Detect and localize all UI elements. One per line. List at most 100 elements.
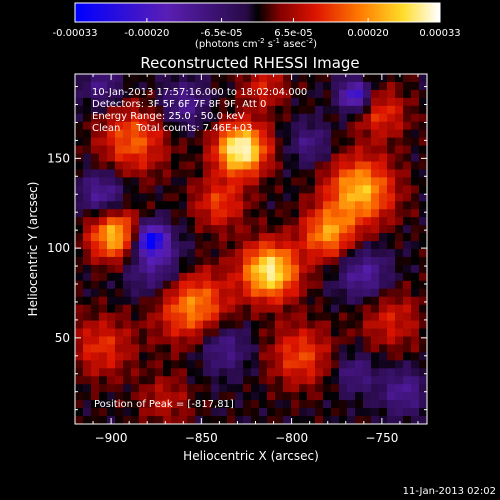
heatmap-cell — [291, 392, 300, 401]
heatmap-cell — [379, 392, 388, 401]
heatmap-cell — [235, 296, 244, 306]
heatmap-cell — [291, 193, 300, 202]
heatmap-cell — [195, 217, 204, 226]
heatmap-cell — [259, 272, 268, 282]
heatmap-cell — [195, 241, 204, 250]
colorbar-cell — [407, 3, 411, 22]
heatmap-cell — [387, 89, 396, 99]
colorbar-cell — [237, 3, 241, 22]
colorbar-cell — [275, 3, 278, 22]
heatmap-cell — [83, 408, 92, 417]
heatmap-cell — [83, 105, 92, 115]
heatmap-cell — [75, 169, 84, 178]
heatmap-cell — [363, 296, 372, 306]
heatmap-cell — [99, 272, 108, 282]
heatmap-cell — [363, 201, 372, 210]
heatmap-cell — [123, 89, 132, 99]
heatmap-cell — [347, 288, 356, 298]
heatmap-cell — [155, 241, 164, 250]
heatmap-cell — [235, 137, 244, 147]
heatmap-cell — [259, 209, 268, 218]
heatmap-cell — [219, 193, 228, 202]
heatmap-cell — [195, 153, 204, 162]
heatmap-cell — [171, 320, 180, 330]
heatmap-cell — [203, 241, 212, 250]
heatmap-cell — [339, 201, 348, 210]
heatmap-cell — [171, 145, 180, 155]
heatmap-cell — [171, 249, 180, 258]
heatmap-cell — [299, 344, 308, 353]
heatmap-cell — [299, 121, 308, 131]
heatmap-cell — [315, 264, 324, 274]
heatmap-cell — [371, 392, 380, 401]
heatmap-cell — [371, 249, 380, 258]
heatmap-cell — [275, 113, 284, 123]
heatmap-cell — [379, 249, 388, 258]
heatmap-cell — [163, 89, 172, 99]
heatmap-cell — [299, 256, 308, 266]
heatmap-cell — [187, 81, 196, 91]
heatmap-cell — [315, 376, 324, 385]
heatmap-cell — [147, 272, 156, 282]
heatmap-cell — [139, 360, 148, 369]
heatmap-cell — [331, 233, 340, 242]
colorbar-cell — [260, 3, 263, 22]
heatmap-cell — [419, 225, 427, 234]
heatmap-cell — [227, 209, 236, 218]
heatmap-cell — [155, 288, 164, 298]
heatmap-cell — [155, 304, 164, 314]
heatmap-cell — [235, 201, 244, 210]
heatmap-cell — [379, 296, 388, 306]
colorbar-cell — [327, 3, 331, 22]
heatmap-cell — [323, 392, 332, 401]
colorbar-cell — [120, 3, 123, 22]
heatmap-cell — [291, 129, 300, 139]
heatmap-cell — [251, 81, 260, 91]
colorbar-cell — [372, 3, 376, 22]
heatmap-cell — [235, 408, 244, 417]
heatmap-cell — [131, 217, 140, 226]
heatmap-cell — [363, 217, 372, 226]
heatmap-cell — [387, 185, 396, 194]
heatmap-cell — [155, 416, 164, 424]
heatmap-cell — [283, 121, 292, 131]
heatmap-cell — [123, 416, 132, 424]
heatmap-cell — [347, 193, 356, 202]
colorbar-cell — [312, 3, 316, 22]
heatmap-cell — [163, 225, 172, 234]
heatmap-cell — [123, 408, 132, 417]
heatmap-cell — [275, 193, 284, 202]
heatmap-cell — [243, 169, 252, 178]
heatmap-cell — [275, 97, 284, 107]
heatmap-cell — [395, 264, 404, 274]
heatmap-cell — [291, 264, 300, 274]
heatmap-cell — [179, 74, 188, 83]
heatmap-cell — [283, 352, 292, 361]
heatmap-cell — [419, 392, 427, 401]
y-tick-label: 50 — [55, 331, 70, 345]
heatmap-cell — [419, 81, 427, 91]
heatmap-cell — [99, 360, 108, 369]
heatmap-cell — [91, 129, 100, 139]
heatmap-cell — [235, 328, 244, 337]
heatmap-cell — [171, 225, 180, 234]
heatmap-cell — [99, 113, 108, 123]
heatmap-cell — [211, 264, 220, 274]
heatmap-cell — [115, 376, 124, 385]
heatmap-cell — [267, 352, 276, 361]
heatmap-cell — [179, 408, 188, 417]
heatmap-cell — [171, 280, 180, 290]
colorbar-cell — [425, 3, 428, 22]
heatmap-cell — [91, 177, 100, 186]
heatmap-cell — [99, 384, 108, 393]
heatmap-cell — [267, 81, 276, 91]
heatmap-cell — [131, 185, 140, 194]
heatmap-cell — [331, 392, 340, 401]
heatmap-cell — [411, 272, 420, 282]
heatmap-cell — [123, 328, 132, 337]
heatmap-cell — [251, 408, 260, 417]
heatmap-cell — [179, 201, 188, 210]
heatmap-cell — [387, 288, 396, 298]
heatmap-cell — [83, 336, 92, 345]
heatmap-cell — [187, 89, 196, 99]
